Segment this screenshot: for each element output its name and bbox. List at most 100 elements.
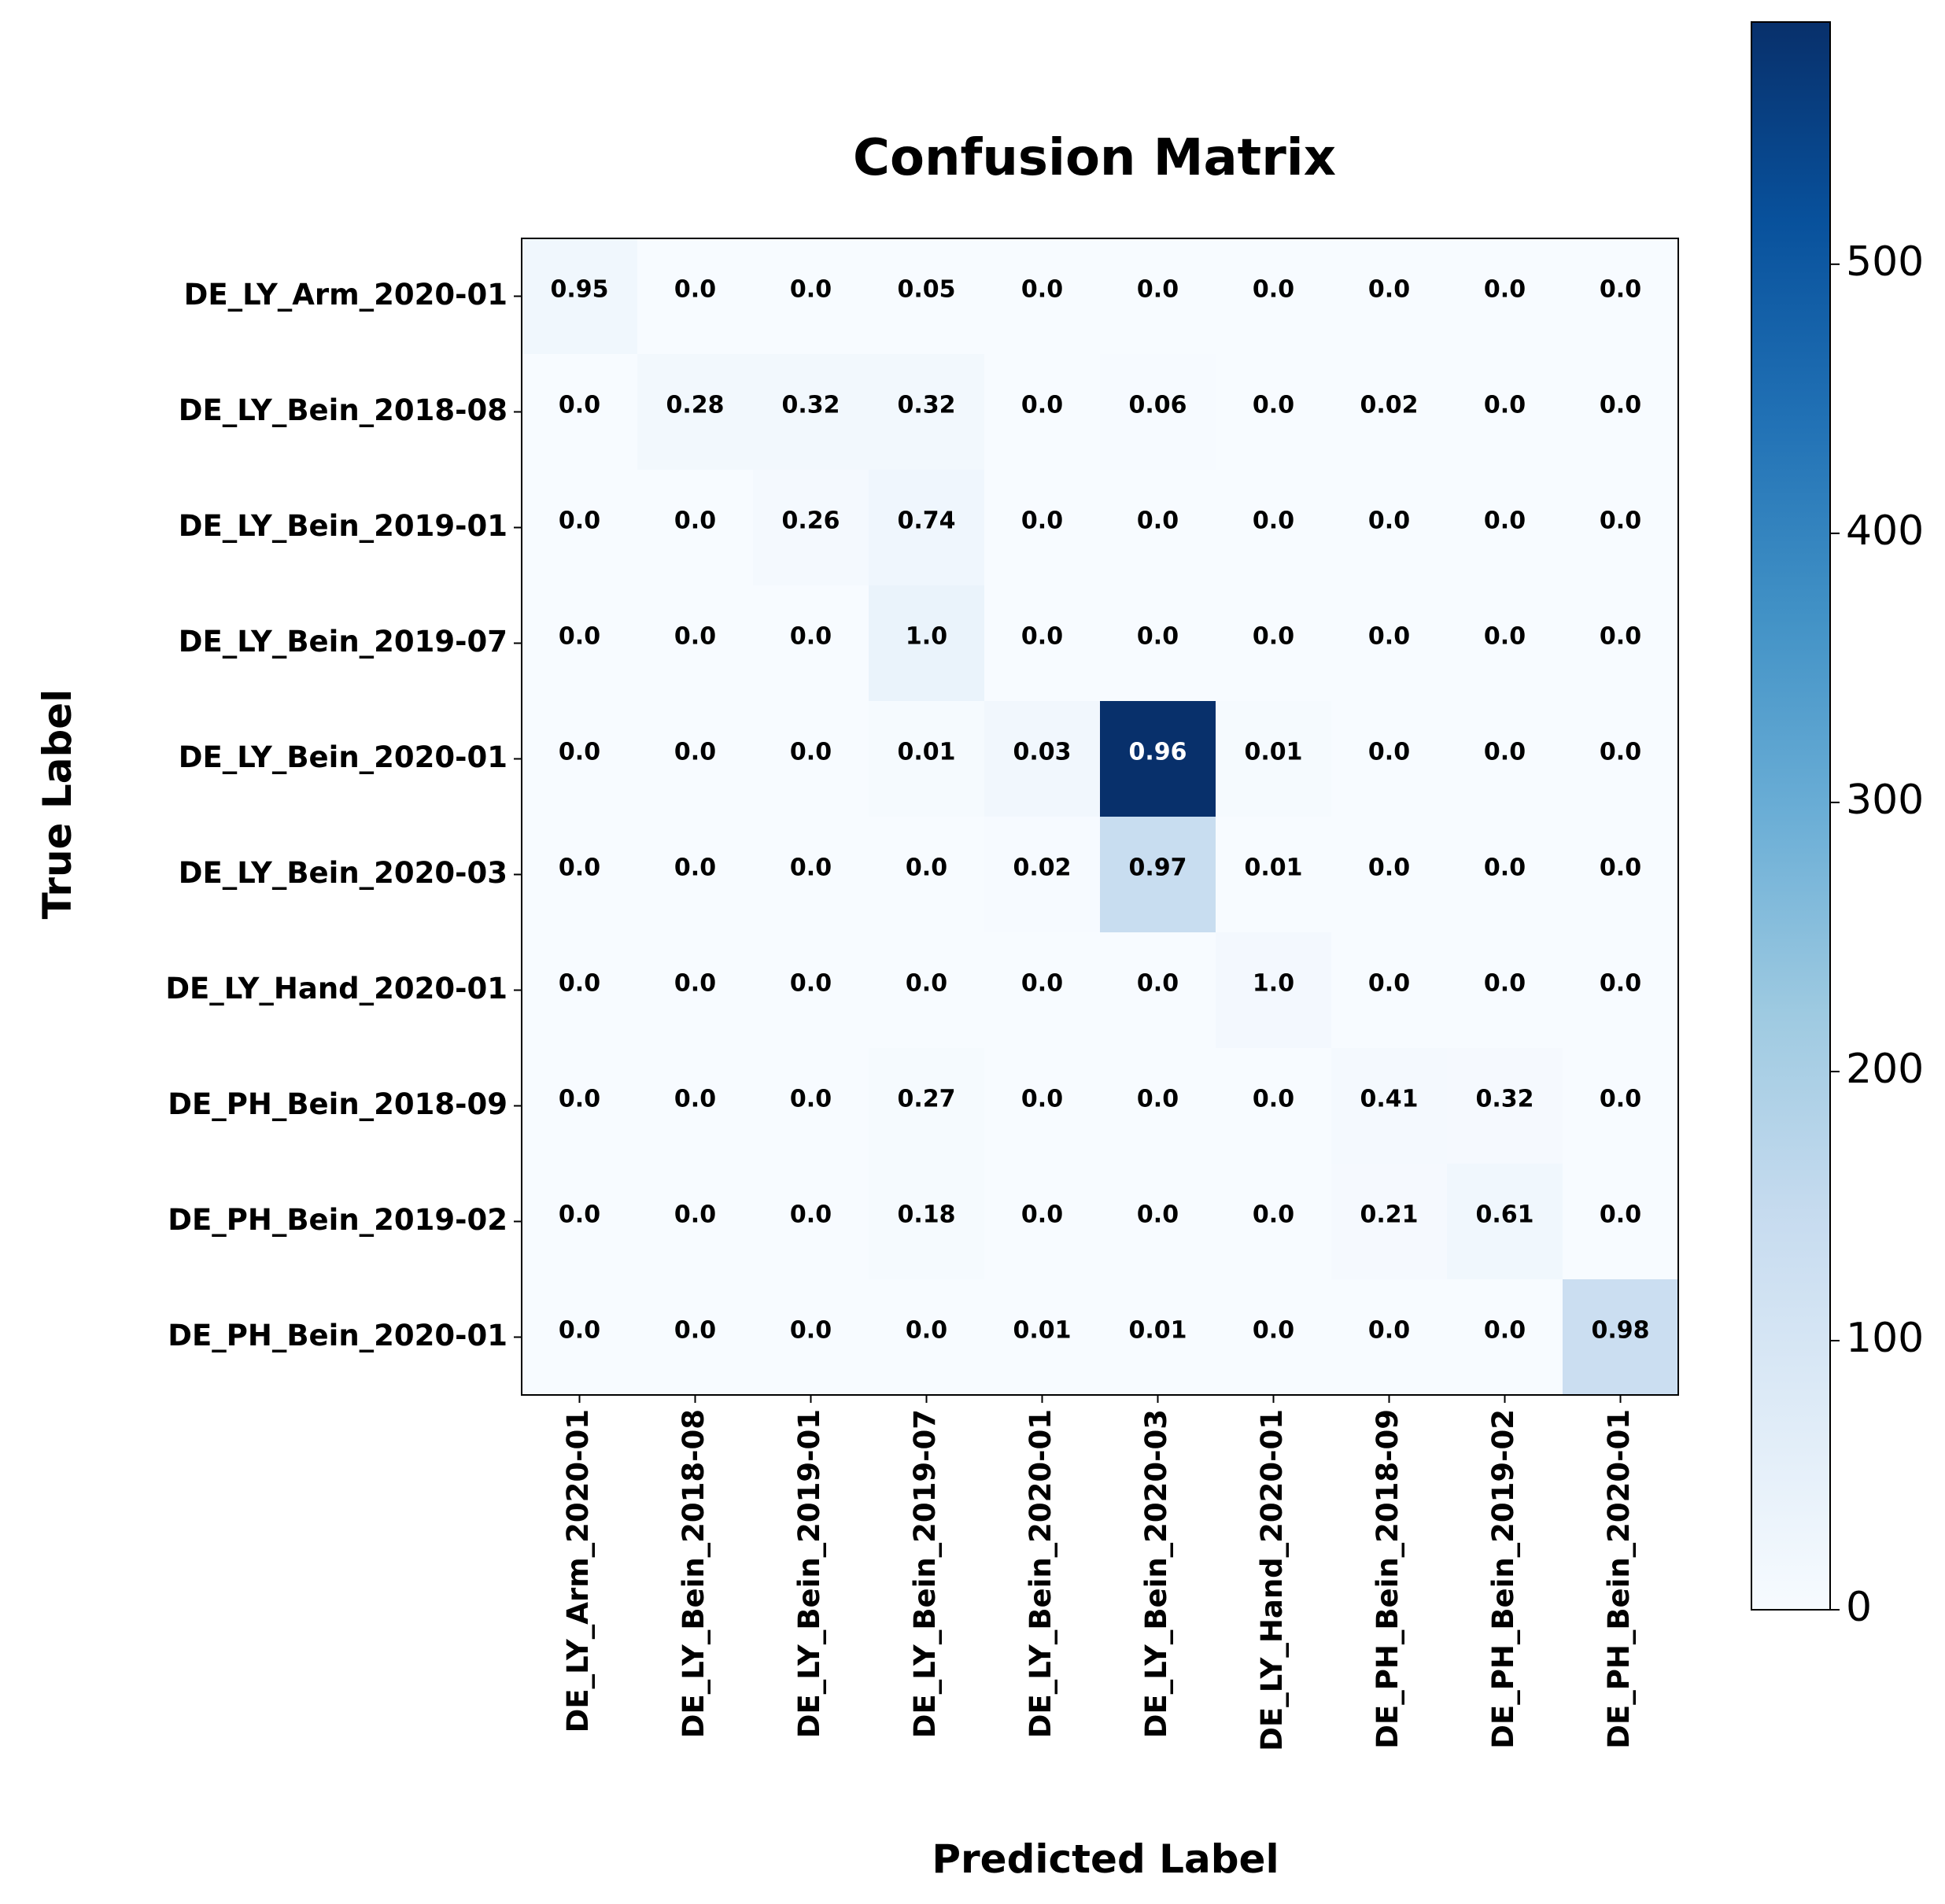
heatmap-cell bbox=[522, 238, 638, 355]
cell-value-label: 0.0 bbox=[1021, 276, 1063, 304]
heatmap-cell bbox=[1216, 585, 1332, 702]
cell-value-label: 0.0 bbox=[1484, 507, 1526, 535]
cell-value-label: 0.0 bbox=[674, 739, 716, 766]
heatmap-cell bbox=[984, 470, 1101, 586]
heatmap-cell bbox=[1563, 1164, 1679, 1280]
heatmap-cell bbox=[1563, 238, 1679, 355]
y-tick-label: DE_LY_Bein_2019-07 bbox=[179, 625, 507, 659]
chart-title: Confusion Matrix bbox=[853, 129, 1336, 187]
y-tick-label: DE_PH_Bein_2019-02 bbox=[168, 1203, 507, 1237]
cell-value-label: 0.0 bbox=[790, 276, 832, 304]
x-tick-label: DE_PH_Bein_2020-01 bbox=[1602, 1409, 1636, 1749]
heatmap-cell bbox=[1216, 1048, 1332, 1164]
heatmap-cell bbox=[637, 354, 754, 470]
heatmap-cell bbox=[522, 585, 638, 702]
y-tick-label: DE_PH_Bein_2018-09 bbox=[168, 1087, 507, 1121]
heatmap-cell bbox=[522, 1279, 638, 1396]
cell-value-label: 0.0 bbox=[559, 1201, 600, 1229]
y-tick-label: DE_LY_Bein_2020-03 bbox=[179, 856, 507, 890]
y-tick-label: DE_LY_Bein_2020-01 bbox=[179, 740, 507, 774]
cell-value-label: 1.0 bbox=[906, 623, 947, 651]
heatmap-cell bbox=[1100, 1048, 1216, 1164]
heatmap-cell bbox=[869, 701, 985, 817]
cell-value-label: 0.0 bbox=[559, 1317, 600, 1345]
cell-value-label: 0.0 bbox=[559, 1086, 600, 1113]
heatmap-cell bbox=[1216, 1164, 1332, 1280]
heatmap-cell bbox=[1331, 354, 1448, 470]
cell-value-label: 0.0 bbox=[674, 1317, 716, 1345]
heatmap-cell bbox=[984, 817, 1101, 933]
cell-value-label: 0.0 bbox=[1368, 276, 1410, 304]
heatmap-cell bbox=[522, 932, 638, 1049]
heatmap-cell bbox=[1100, 1279, 1216, 1396]
heatmap-cell bbox=[1447, 1164, 1563, 1280]
heatmap-cell bbox=[637, 932, 754, 1049]
heatmap-cell bbox=[984, 932, 1101, 1049]
heatmap-cell bbox=[522, 470, 638, 586]
cell-value-label: 0.0 bbox=[906, 970, 947, 998]
cell-value-label: 0.0 bbox=[790, 970, 832, 998]
heatmap-cell bbox=[984, 354, 1101, 470]
y-tick-label: DE_PH_Bein_2020-01 bbox=[168, 1319, 507, 1352]
cell-value-label: 0.0 bbox=[1137, 1201, 1179, 1229]
heatmap-cell bbox=[753, 817, 869, 933]
y-tick-label: DE_LY_Arm_2020-01 bbox=[184, 278, 507, 312]
cell-value-label: 0.0 bbox=[1137, 970, 1179, 998]
heatmap-cell bbox=[1563, 1279, 1679, 1396]
cell-value-label: 0.0 bbox=[1368, 854, 1410, 882]
heatmap-cell bbox=[1100, 817, 1216, 933]
cell-value-label: 0.97 bbox=[1128, 854, 1187, 882]
cell-value-label: 0.0 bbox=[790, 854, 832, 882]
heatmap-cell bbox=[1100, 238, 1216, 355]
heatmap-cell bbox=[1447, 470, 1563, 586]
heatmap-cells: 0.95 0.0 0.0 0.05 0.0 0.0 0.0 0.0 0.0 0.0 0.0 0.28 0… bbox=[522, 238, 1679, 1396]
cell-value-label: 0.0 bbox=[674, 507, 716, 535]
cell-value-label: 0.0 bbox=[1253, 1201, 1294, 1229]
colorbar-tick-label: 100 bbox=[1846, 1315, 1924, 1362]
heatmap-cell bbox=[1216, 932, 1332, 1049]
cell-value-label: 0.0 bbox=[1484, 392, 1526, 419]
cell-value-label: 0.98 bbox=[1591, 1317, 1649, 1345]
cell-value-label: 0.0 bbox=[1484, 970, 1526, 998]
cell-value-label: 0.0 bbox=[559, 970, 600, 998]
cell-value-label: 0.0 bbox=[1137, 1086, 1179, 1113]
heatmap-cell bbox=[1331, 1279, 1448, 1396]
cell-value-label: 0.01 bbox=[1128, 1317, 1187, 1345]
cell-value-label: 0.74 bbox=[897, 507, 955, 535]
heatmap-cell bbox=[1447, 585, 1563, 702]
heatmap-cell bbox=[869, 1164, 985, 1280]
cell-value-label: 0.0 bbox=[1021, 507, 1063, 535]
cell-value-label: 0.0 bbox=[1021, 970, 1063, 998]
heatmap-cell bbox=[753, 585, 869, 702]
heatmap-cell bbox=[1563, 354, 1679, 470]
heatmap-cell bbox=[637, 1279, 754, 1396]
heatmap-cell bbox=[1447, 932, 1563, 1049]
cell-value-label: 0.0 bbox=[1600, 507, 1641, 535]
y-axis-label: True Label bbox=[35, 689, 80, 920]
cell-value-label: 0.0 bbox=[1600, 854, 1641, 882]
cell-value-label: 0.0 bbox=[1600, 392, 1641, 419]
x-tick-label: DE_LY_Arm_2020-01 bbox=[561, 1409, 595, 1732]
heatmap-cell bbox=[869, 817, 985, 933]
cell-value-label: 0.0 bbox=[559, 854, 600, 882]
heatmap-cell bbox=[1100, 1164, 1216, 1280]
cell-value-label: 0.0 bbox=[1600, 739, 1641, 766]
cell-value-label: 0.0 bbox=[674, 1201, 716, 1229]
heatmap-cell bbox=[1216, 1279, 1332, 1396]
cell-value-label: 0.0 bbox=[1253, 392, 1294, 419]
cell-value-label: 0.0 bbox=[1368, 739, 1410, 766]
heatmap-cell bbox=[1216, 817, 1332, 933]
cell-value-label: 0.0 bbox=[790, 623, 832, 651]
heatmap-cell bbox=[522, 817, 638, 933]
cell-value-label: 0.0 bbox=[559, 507, 600, 535]
cell-value-label: 0.0 bbox=[559, 392, 600, 419]
y-tick-label: DE_LY_Bein_2019-01 bbox=[179, 509, 507, 543]
cell-value-label: 0.0 bbox=[1253, 1086, 1294, 1113]
colorbar-tick-label: 300 bbox=[1846, 777, 1924, 824]
heatmap-cell bbox=[1216, 354, 1332, 470]
x-tick-label: DE_LY_Bein_2020-01 bbox=[1024, 1409, 1057, 1738]
heatmap-cell bbox=[753, 1164, 869, 1280]
cell-value-label: 0.32 bbox=[1475, 1086, 1533, 1113]
cell-value-label: 0.0 bbox=[790, 1201, 832, 1229]
cell-value-label: 0.0 bbox=[1484, 276, 1526, 304]
